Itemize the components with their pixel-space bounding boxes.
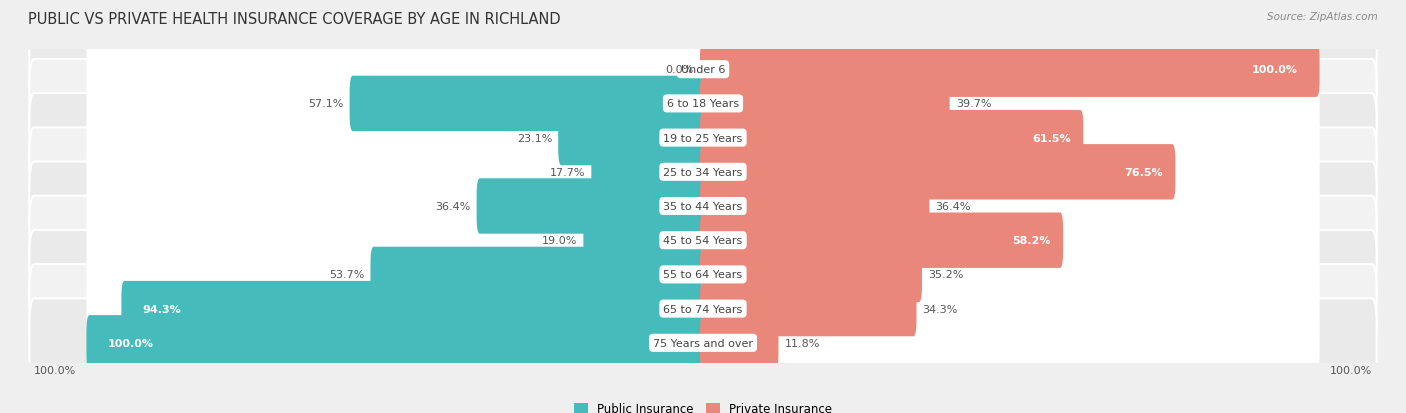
Text: 39.7%: 39.7% <box>956 99 991 109</box>
FancyBboxPatch shape <box>86 316 706 370</box>
FancyBboxPatch shape <box>86 281 706 337</box>
FancyBboxPatch shape <box>86 111 706 166</box>
FancyBboxPatch shape <box>700 145 1320 200</box>
FancyBboxPatch shape <box>370 247 706 302</box>
FancyBboxPatch shape <box>477 179 706 234</box>
FancyBboxPatch shape <box>700 145 1175 200</box>
Text: 17.7%: 17.7% <box>550 167 585 177</box>
FancyBboxPatch shape <box>700 281 1320 337</box>
FancyBboxPatch shape <box>700 316 1320 370</box>
Text: 45 to 54 Years: 45 to 54 Years <box>664 236 742 246</box>
FancyBboxPatch shape <box>700 213 1063 268</box>
FancyBboxPatch shape <box>558 111 706 166</box>
FancyBboxPatch shape <box>30 60 1376 149</box>
Text: 57.1%: 57.1% <box>308 99 343 109</box>
FancyBboxPatch shape <box>350 76 706 132</box>
Text: 19 to 25 Years: 19 to 25 Years <box>664 133 742 143</box>
FancyBboxPatch shape <box>121 281 706 337</box>
Text: 25 to 34 Years: 25 to 34 Years <box>664 167 742 177</box>
Text: 100.0%: 100.0% <box>108 338 153 348</box>
Text: 23.1%: 23.1% <box>516 133 553 143</box>
Text: 58.2%: 58.2% <box>1012 236 1050 246</box>
FancyBboxPatch shape <box>700 43 1320 97</box>
FancyBboxPatch shape <box>700 43 1320 97</box>
Text: PUBLIC VS PRIVATE HEALTH INSURANCE COVERAGE BY AGE IN RICHLAND: PUBLIC VS PRIVATE HEALTH INSURANCE COVER… <box>28 12 561 27</box>
FancyBboxPatch shape <box>700 247 1320 302</box>
Text: 34.3%: 34.3% <box>922 304 957 314</box>
Text: 11.8%: 11.8% <box>785 338 820 348</box>
FancyBboxPatch shape <box>30 230 1376 319</box>
Text: 35 to 44 Years: 35 to 44 Years <box>664 202 742 211</box>
Text: 100.0%: 100.0% <box>1253 65 1298 75</box>
Text: 100.0%: 100.0% <box>1330 365 1372 375</box>
Text: 36.4%: 36.4% <box>935 202 972 211</box>
Text: Under 6: Under 6 <box>681 65 725 75</box>
Text: 65 to 74 Years: 65 to 74 Years <box>664 304 742 314</box>
FancyBboxPatch shape <box>30 26 1376 114</box>
Text: 94.3%: 94.3% <box>143 304 181 314</box>
Text: 35.2%: 35.2% <box>928 270 963 280</box>
FancyBboxPatch shape <box>700 316 779 370</box>
FancyBboxPatch shape <box>700 111 1084 166</box>
FancyBboxPatch shape <box>30 94 1376 183</box>
FancyBboxPatch shape <box>592 145 706 200</box>
FancyBboxPatch shape <box>86 76 706 132</box>
FancyBboxPatch shape <box>30 162 1376 251</box>
Text: 100.0%: 100.0% <box>34 365 76 375</box>
FancyBboxPatch shape <box>700 111 1320 166</box>
FancyBboxPatch shape <box>700 76 949 132</box>
FancyBboxPatch shape <box>30 264 1376 353</box>
FancyBboxPatch shape <box>700 281 917 337</box>
FancyBboxPatch shape <box>583 213 706 268</box>
FancyBboxPatch shape <box>86 213 706 268</box>
Text: 75 Years and over: 75 Years and over <box>652 338 754 348</box>
FancyBboxPatch shape <box>30 299 1376 387</box>
FancyBboxPatch shape <box>86 145 706 200</box>
FancyBboxPatch shape <box>86 316 706 370</box>
FancyBboxPatch shape <box>700 213 1320 268</box>
Text: 76.5%: 76.5% <box>1125 167 1163 177</box>
FancyBboxPatch shape <box>700 179 929 234</box>
Text: Source: ZipAtlas.com: Source: ZipAtlas.com <box>1267 12 1378 22</box>
FancyBboxPatch shape <box>700 247 922 302</box>
Text: 19.0%: 19.0% <box>541 236 578 246</box>
FancyBboxPatch shape <box>700 76 1320 132</box>
Text: 53.7%: 53.7% <box>329 270 364 280</box>
FancyBboxPatch shape <box>86 43 706 97</box>
FancyBboxPatch shape <box>30 196 1376 285</box>
FancyBboxPatch shape <box>700 179 1320 234</box>
FancyBboxPatch shape <box>86 179 706 234</box>
FancyBboxPatch shape <box>86 247 706 302</box>
Legend: Public Insurance, Private Insurance: Public Insurance, Private Insurance <box>569 398 837 413</box>
FancyBboxPatch shape <box>30 128 1376 217</box>
Text: 0.0%: 0.0% <box>665 65 693 75</box>
Text: 6 to 18 Years: 6 to 18 Years <box>666 99 740 109</box>
Text: 36.4%: 36.4% <box>434 202 471 211</box>
Text: 61.5%: 61.5% <box>1032 133 1071 143</box>
Text: 55 to 64 Years: 55 to 64 Years <box>664 270 742 280</box>
